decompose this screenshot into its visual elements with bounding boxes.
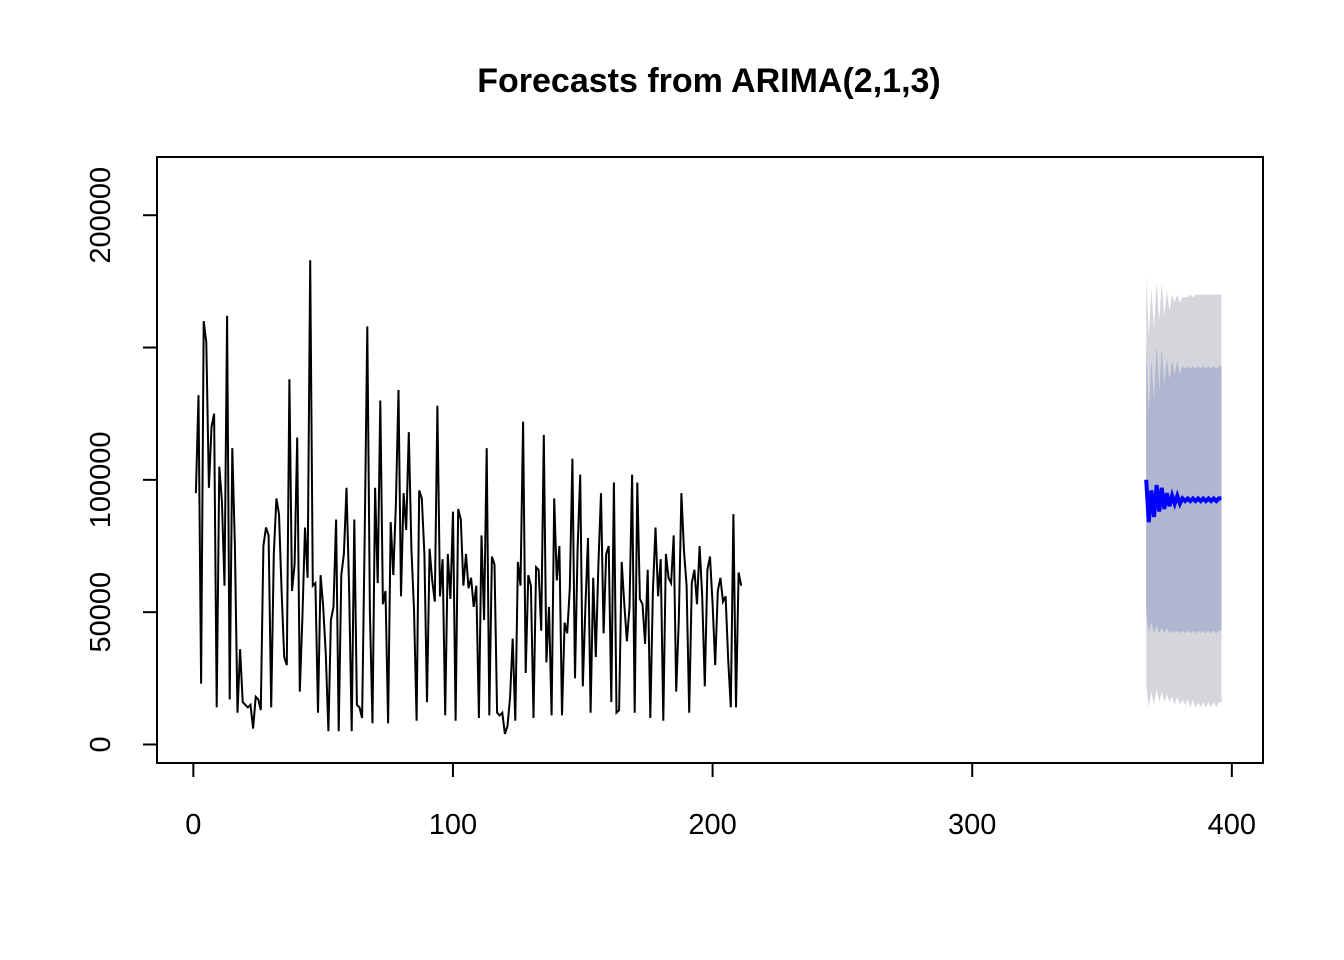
chart-title: Forecasts from ARIMA(2,1,3)	[477, 62, 941, 100]
y-axis: 0 50000 100000 200000	[85, 167, 158, 753]
y-tick-label: 100000	[85, 431, 117, 528]
x-tick-label: 200	[688, 809, 736, 841]
forecast-series	[1144, 479, 1222, 523]
plot-frame	[156, 156, 1264, 764]
band-80	[1146, 344, 1222, 634]
x-tick-label: 100	[429, 809, 477, 841]
x-tick-label: 300	[948, 809, 996, 841]
y-tick-label: 0	[85, 736, 117, 752]
history-series	[194, 260, 743, 735]
y-tick-label: 50000	[85, 572, 117, 653]
x-tick-label: 0	[185, 809, 201, 841]
x-axis: 0 100 200 300 400	[185, 762, 1256, 841]
x-tick-label: 400	[1208, 809, 1256, 841]
y-tick-label: 200000	[85, 167, 117, 264]
